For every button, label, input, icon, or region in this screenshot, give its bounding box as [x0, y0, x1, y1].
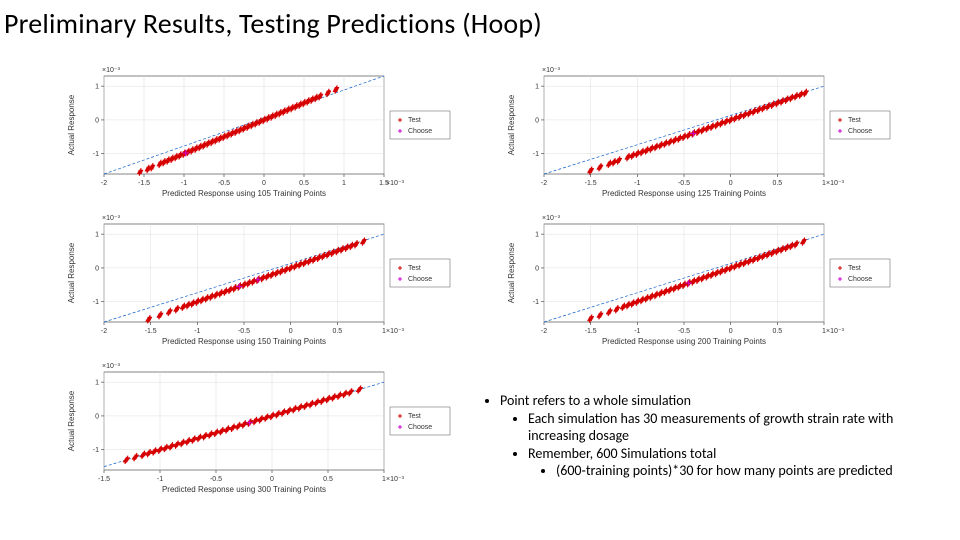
svg-text:Actual Response: Actual Response: [507, 94, 516, 155]
svg-text:Choose: Choose: [848, 276, 872, 283]
svg-text:1: 1: [95, 232, 99, 239]
svg-text:Choose: Choose: [848, 128, 872, 135]
svg-text:-1: -1: [533, 299, 539, 306]
svg-text:-0.5: -0.5: [210, 476, 222, 483]
svg-text:Test: Test: [408, 117, 421, 124]
svg-text:0.5: 0.5: [772, 180, 782, 187]
svg-text:Predicted Response using 200 T: Predicted Response using 200 Training Po…: [602, 337, 766, 346]
bullet-l1-text: Point refers to a whole simulation: [500, 392, 691, 409]
svg-text:0: 0: [95, 413, 99, 420]
svg-text:0: 0: [95, 117, 99, 124]
svg-text:0: 0: [270, 476, 274, 483]
scatter-chart-1: -2-1.5-1-0.500.51-101×10⁻³×10⁻³Actual Re…: [490, 62, 910, 202]
svg-text:-1.5: -1.5: [138, 180, 150, 187]
svg-text:-1: -1: [533, 151, 539, 158]
svg-text:-2: -2: [541, 328, 547, 335]
svg-text:×10⁻³: ×10⁻³: [826, 328, 845, 335]
bullet-l1: Point refers to a whole simulation Each …: [500, 392, 948, 480]
svg-text:-1: -1: [157, 476, 163, 483]
svg-text:×10⁻³: ×10⁻³: [826, 180, 845, 187]
svg-text:Predicted Response using 105 T: Predicted Response using 105 Training Po…: [162, 189, 326, 198]
svg-text:×10⁻³: ×10⁻³: [386, 476, 405, 483]
svg-text:1: 1: [342, 180, 346, 187]
svg-text:1: 1: [535, 84, 539, 91]
svg-text:1: 1: [535, 232, 539, 239]
svg-text:-0.5: -0.5: [678, 180, 690, 187]
svg-text:0: 0: [535, 265, 539, 272]
svg-text:Actual Response: Actual Response: [67, 390, 76, 451]
svg-text:0: 0: [262, 180, 266, 187]
svg-text:1: 1: [95, 84, 99, 91]
bullet-l3: Remember, 600 Simulations total (600-tra…: [528, 445, 948, 480]
svg-text:-1: -1: [93, 447, 99, 454]
svg-text:-1: -1: [93, 299, 99, 306]
svg-text:-2: -2: [541, 180, 547, 187]
svg-text:0.5: 0.5: [323, 476, 333, 483]
svg-text:Actual Response: Actual Response: [67, 242, 76, 303]
scatter-chart-4: -1.5-1-0.500.51-101×10⁻³×10⁻³Actual Resp…: [50, 358, 470, 498]
svg-text:-1.5: -1.5: [98, 476, 110, 483]
slide-title: Preliminary Results, Testing Predictions…: [4, 6, 542, 41]
bullet-l4: (600-training points)*30 for how many po…: [556, 462, 948, 480]
svg-text:×10⁻³: ×10⁻³: [102, 363, 121, 370]
svg-text:-1: -1: [634, 328, 640, 335]
scatter-chart-0: -2-1.5-1-0.500.511.5-101×10⁻³×10⁻³Actual…: [50, 62, 470, 202]
svg-text:Test: Test: [848, 265, 861, 272]
svg-text:-1: -1: [634, 180, 640, 187]
bullet-l2: Each simulation has 30 measurements of g…: [528, 410, 948, 445]
svg-text:-1.5: -1.5: [585, 328, 597, 335]
bullet-l3-text: Remember, 600 Simulations total: [528, 445, 716, 462]
svg-text:0.5: 0.5: [772, 328, 782, 335]
svg-text:-2: -2: [101, 180, 107, 187]
svg-text:0: 0: [729, 180, 733, 187]
svg-text:0: 0: [729, 328, 733, 335]
svg-text:0: 0: [95, 265, 99, 272]
svg-text:-1.5: -1.5: [145, 328, 157, 335]
slide-root: Preliminary Results, Testing Predictions…: [0, 0, 960, 540]
svg-text:-2: -2: [101, 328, 107, 335]
svg-text:×10⁻³: ×10⁻³: [102, 67, 121, 74]
svg-text:Predicted Response using 150 T: Predicted Response using 150 Training Po…: [162, 337, 326, 346]
svg-text:Test: Test: [408, 413, 421, 420]
svg-text:-1: -1: [93, 151, 99, 158]
svg-text:-1: -1: [181, 180, 187, 187]
svg-text:Test: Test: [848, 117, 861, 124]
svg-text:×10⁻³: ×10⁻³: [542, 67, 561, 74]
svg-text:1: 1: [95, 380, 99, 387]
svg-text:0: 0: [289, 328, 293, 335]
svg-text:-1: -1: [194, 328, 200, 335]
svg-text:Actual Response: Actual Response: [67, 94, 76, 155]
svg-text:-1.5: -1.5: [585, 180, 597, 187]
scatter-chart-2: -2-1.5-1-0.500.51-101×10⁻³×10⁻³Actual Re…: [50, 210, 470, 350]
svg-text:0.5: 0.5: [332, 328, 342, 335]
svg-text:×10⁻³: ×10⁻³: [386, 328, 405, 335]
scatter-chart-3: -2-1.5-1-0.500.51-101×10⁻³×10⁻³Actual Re…: [490, 210, 910, 350]
svg-text:Choose: Choose: [408, 424, 432, 431]
svg-text:×10⁻³: ×10⁻³: [386, 180, 405, 187]
bullet-notes: Point refers to a whole simulation Each …: [478, 392, 948, 480]
svg-text:Choose: Choose: [408, 276, 432, 283]
svg-text:-0.5: -0.5: [678, 328, 690, 335]
svg-text:×10⁻³: ×10⁻³: [102, 215, 121, 222]
svg-text:Choose: Choose: [408, 128, 432, 135]
svg-text:Predicted Response using 300 T: Predicted Response using 300 Training Po…: [162, 485, 326, 494]
svg-text:Test: Test: [408, 265, 421, 272]
svg-text:Actual Response: Actual Response: [507, 242, 516, 303]
svg-text:-0.5: -0.5: [238, 328, 250, 335]
svg-text:-0.5: -0.5: [218, 180, 230, 187]
svg-text:Predicted Response using 125 T: Predicted Response using 125 Training Po…: [602, 189, 766, 198]
svg-text:×10⁻³: ×10⁻³: [542, 215, 561, 222]
svg-text:0: 0: [535, 117, 539, 124]
svg-text:0.5: 0.5: [299, 180, 309, 187]
